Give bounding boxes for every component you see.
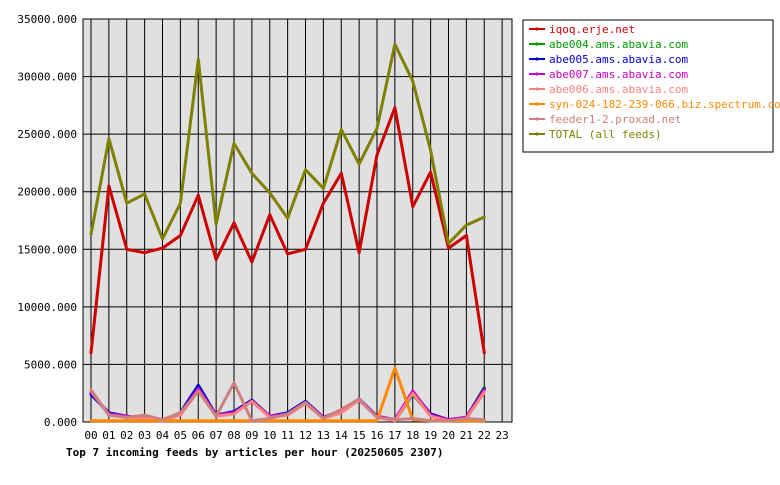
axis-layer: 0.000 5000.000 10000.000 15000.000 20000.000… xyxy=(17,13,508,442)
x-tick-label: 17 xyxy=(388,429,401,442)
legend-label: iqoq.erje.net xyxy=(549,23,635,36)
chart-title: Top 7 incoming feeds by articles per hou… xyxy=(66,446,444,459)
x-tick-label: 23 xyxy=(496,429,509,442)
legend-marker xyxy=(535,117,539,121)
x-tick-label: 15 xyxy=(353,429,366,442)
series-line-7 xyxy=(89,42,486,245)
x-tick-label: 11 xyxy=(281,429,294,442)
legend-label: feeder1-2.proxad.net xyxy=(549,113,681,126)
series-line-6 xyxy=(89,381,486,423)
legend-marker xyxy=(535,102,539,106)
x-tick-label: 01 xyxy=(102,429,115,442)
legend-marker xyxy=(535,87,539,91)
x-tick-label: 18 xyxy=(406,429,419,442)
x-tick-label: 03 xyxy=(138,429,151,442)
legend-label: abe005.ams.abavia.com xyxy=(549,53,688,66)
plot-area xyxy=(82,18,513,423)
legend: iqoq.erje.net abe004.ams.abavia.com abe005… xyxy=(522,19,780,153)
legend-box xyxy=(522,19,774,153)
x-tick-label: 13 xyxy=(317,429,330,442)
x-tick-label: 08 xyxy=(227,429,240,442)
y-tick-label: 25000.000 xyxy=(17,128,77,141)
series-line-0 xyxy=(89,106,486,355)
x-tick-label: 00 xyxy=(84,429,97,442)
legend-label: abe007.ams.abavia.com xyxy=(549,68,688,81)
x-tick-label: 09 xyxy=(245,429,258,442)
x-tick-label: 14 xyxy=(335,429,349,442)
y-tick-label: 20000.000 xyxy=(17,186,77,199)
x-tick-label: 22 xyxy=(478,429,491,442)
x-tick-label: 07 xyxy=(210,429,223,442)
x-tick-label: 19 xyxy=(424,429,437,442)
legend-marker xyxy=(535,42,539,46)
legend-marker xyxy=(535,27,539,31)
x-tick-label: 04 xyxy=(156,429,170,442)
legend-marker xyxy=(535,72,539,76)
legend-label: syn-024-182-239-066.biz.spectrum.com xyxy=(549,98,780,111)
x-tick-label: 06 xyxy=(192,429,205,442)
x-tick-label: 16 xyxy=(370,429,383,442)
legend-label: TOTAL (all feeds) xyxy=(549,128,662,141)
legend-label: abe006.ams.abavia.com xyxy=(549,83,688,96)
x-tick-label: 12 xyxy=(299,429,312,442)
x-tick-label: 10 xyxy=(263,429,276,442)
legend-marker xyxy=(535,57,539,61)
series-layer xyxy=(89,42,486,423)
x-tick-label: 05 xyxy=(174,429,187,442)
x-tick-label: 20 xyxy=(442,429,455,442)
legend-marker xyxy=(535,132,539,136)
x-tick-label: 02 xyxy=(120,429,133,442)
x-tick-label: 21 xyxy=(460,429,473,442)
y-tick-label: 15000.000 xyxy=(17,243,77,256)
y-tick-label: 0.000 xyxy=(44,416,77,429)
y-tick-label: 35000.000 xyxy=(17,13,77,26)
y-tick-label: 10000.000 xyxy=(17,301,77,314)
y-tick-label: 5000.000 xyxy=(24,358,77,371)
plot-background xyxy=(82,18,513,423)
y-tick-label: 30000.000 xyxy=(17,71,77,84)
legend-label: abe004.ams.abavia.com xyxy=(549,38,688,51)
